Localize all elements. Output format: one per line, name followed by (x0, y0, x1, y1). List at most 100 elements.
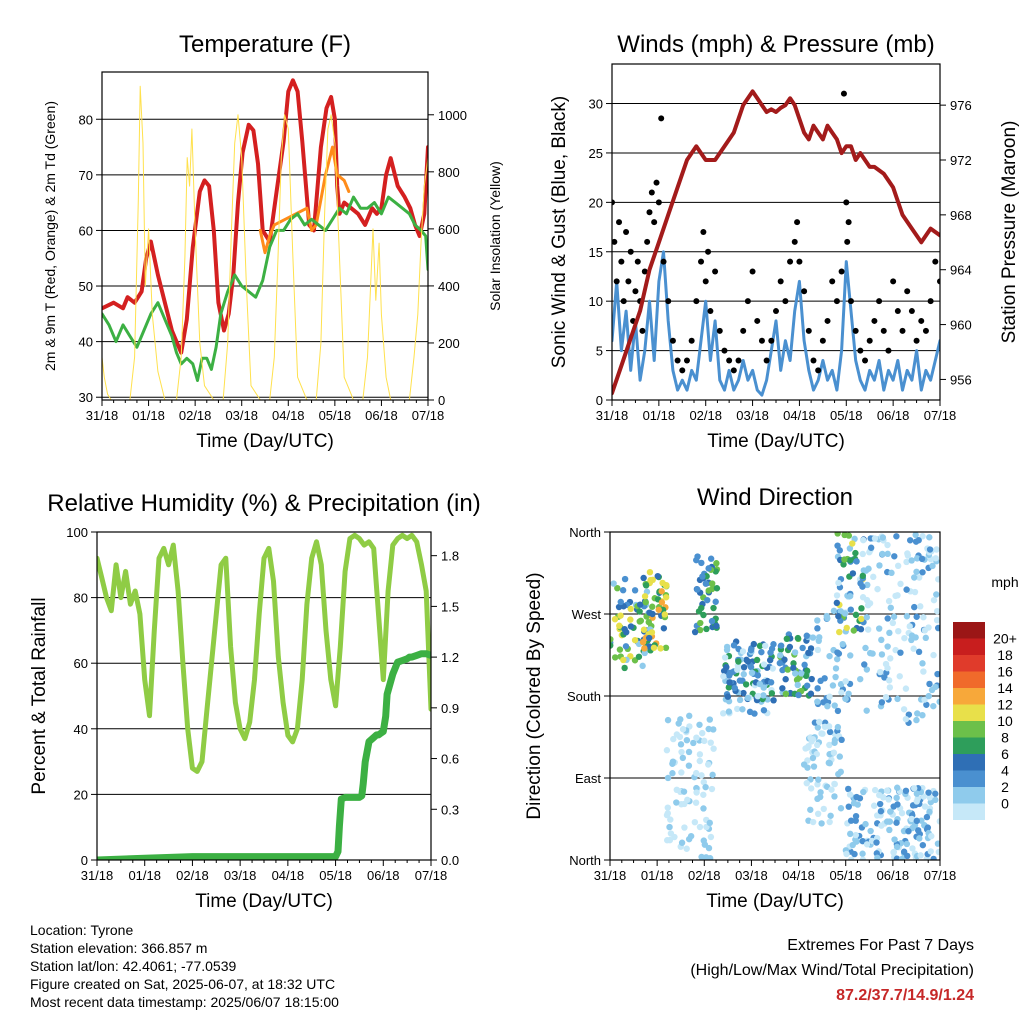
colorbar-label: 16 (997, 664, 1013, 680)
colorbar-label: 18 (997, 647, 1013, 663)
data-point-gust (702, 278, 709, 285)
colorbar-label: 6 (1001, 746, 1009, 762)
data-point-direction (760, 707, 768, 714)
data-point-gust (844, 238, 851, 245)
y-tick-label: 30 (79, 390, 93, 405)
data-point-direction (831, 702, 838, 709)
data-point-direction (673, 731, 681, 738)
data-point-direction (879, 534, 887, 541)
data-point-direction (860, 536, 867, 544)
y-tick-label: 70 (79, 168, 93, 183)
data-point-direction (873, 839, 880, 846)
data-point-direction (911, 588, 919, 596)
colorbar-swatch (953, 803, 985, 820)
y-tick-label: 0 (81, 853, 88, 868)
data-point-direction (814, 724, 822, 731)
data-point-direction (859, 572, 867, 580)
data-point-direction (790, 664, 797, 672)
panel-3: Wind Direction 31/18 01/18 02/18 03/18 04/18 0… (524, 484, 1019, 912)
data-point-direction (739, 706, 746, 713)
colorbar-label: 0 (1001, 796, 1009, 812)
data-point-gust (749, 268, 756, 275)
data-point-direction (833, 655, 841, 663)
data-point-direction (914, 827, 922, 834)
data-point-gust (791, 238, 798, 245)
data-point-gust (801, 288, 808, 295)
data-point-direction (807, 785, 815, 792)
data-point-direction (836, 753, 843, 760)
data-point-direction (835, 613, 842, 620)
data-point-direction (885, 677, 893, 684)
data-point-direction (852, 611, 860, 619)
data-point-direction (846, 592, 854, 600)
data-point-direction (802, 672, 810, 680)
data-point-gust (913, 337, 920, 344)
data-point-direction (708, 580, 716, 587)
x-tick-label: 07/18 (415, 868, 448, 883)
data-point-direction (830, 607, 838, 615)
x-tick-label: 31/18 (596, 408, 629, 423)
x-tick-label: 02/18 (688, 868, 721, 883)
data-point-direction (724, 693, 732, 700)
x-tick-label: 03/18 (225, 408, 258, 423)
data-point-direction (917, 852, 924, 859)
data-point-gust (763, 357, 770, 364)
data-point-direction (621, 575, 629, 583)
y2-tick-label: 0.6 (441, 752, 459, 767)
data-point-direction (639, 662, 646, 670)
data-point-direction (794, 634, 802, 642)
data-point-direction (884, 541, 891, 549)
data-point-direction (800, 761, 808, 768)
data-point-direction (864, 626, 872, 633)
data-point-direction (705, 587, 712, 594)
data-point-direction (897, 580, 904, 588)
data-point-direction (911, 574, 918, 581)
y2-tick-label: 0.0 (441, 853, 459, 868)
data-point-direction (819, 730, 826, 737)
chart-title: Relative Humidity (%) & Precipitation (i… (47, 490, 480, 517)
colorbar-label: 10 (997, 713, 1013, 729)
x-tick-label: 01/18 (128, 868, 161, 883)
data-point-direction (923, 813, 931, 821)
data-point-direction (636, 608, 643, 615)
data-point-gust (922, 327, 929, 334)
data-point-direction (889, 619, 897, 627)
y2-tick-label: 1000 (438, 108, 467, 123)
data-point-gust (705, 248, 712, 255)
data-point-direction (760, 692, 767, 699)
data-point-direction (826, 693, 833, 700)
data-point-direction (611, 615, 619, 623)
data-point-gust (890, 278, 897, 285)
data-point-direction (698, 604, 705, 612)
data-point-direction (696, 751, 704, 758)
x-tick-label: 05/18 (319, 868, 352, 883)
y-tick-label: 100 (66, 525, 88, 540)
data-point-direction (719, 710, 727, 717)
data-point-direction (803, 779, 810, 787)
data-point-direction (876, 562, 883, 569)
data-point-direction (895, 627, 902, 635)
y-tick-label: 20 (74, 787, 88, 802)
data-point-direction (649, 576, 656, 584)
data-point-direction (693, 556, 700, 564)
data-point-direction (621, 664, 628, 672)
x-axis-label: Time (Day/UTC) (195, 891, 333, 912)
data-point-direction (869, 650, 876, 657)
data-point-direction (876, 791, 883, 799)
data-point-direction (690, 739, 697, 747)
data-point-gust (644, 238, 651, 245)
y2-axis-label: Station Pressure (Maroon) (999, 121, 1020, 344)
data-point-direction (710, 604, 717, 612)
data-point-direction (821, 675, 828, 682)
data-point-direction (932, 683, 939, 691)
data-point-direction (867, 544, 875, 551)
data-point-direction (807, 690, 815, 697)
data-point-direction (700, 611, 707, 619)
data-point-direction (698, 559, 705, 567)
data-point-gust (693, 298, 700, 305)
data-point-direction (861, 661, 868, 668)
data-point-direction (887, 655, 894, 662)
data-point-direction (847, 652, 854, 659)
station-info: Location: Tyrone Station elevation: 366.… (30, 921, 339, 1011)
data-point-direction (825, 759, 833, 767)
